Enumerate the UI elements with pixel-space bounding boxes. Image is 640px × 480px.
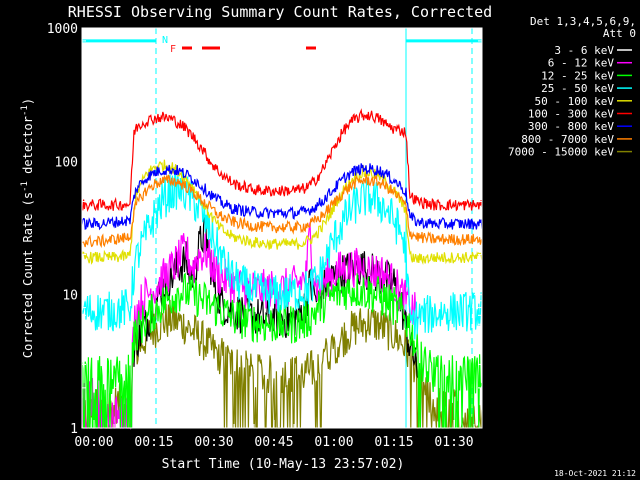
y-axis-label-exp1: -1: [20, 181, 30, 192]
flag-letters: NF: [162, 35, 176, 55]
legend: Det 1,3,4,5,6,9, Att 0: [530, 15, 636, 40]
legend-label: 25 - 50 keV: [541, 82, 614, 95]
x-tick-label: 01:00: [314, 435, 353, 450]
y-axis-label-mid: detector: [21, 116, 35, 181]
series-lines: [81, 108, 483, 430]
chart-title: RHESSI Observing Summary Count Rates, Co…: [68, 3, 492, 21]
legend-header-line-2: Att 0: [603, 27, 636, 40]
x-tick-label: 00:45: [254, 435, 293, 450]
legend-label: 3 - 6 keV: [554, 44, 614, 57]
legend-label: 6 - 12 keV: [548, 57, 615, 70]
series-line-25-50kev: [81, 168, 483, 340]
y-axis-label: Corrected Count Rate (s-1 detector-1): [20, 98, 35, 358]
flag-letter: F: [170, 44, 176, 55]
legend-label: 7000 - 15000 keV: [508, 146, 614, 159]
x-tick-label: 00:00: [74, 435, 113, 450]
legend-label: 12 - 25 keV: [541, 69, 614, 82]
y-axis-ticks: 1 10 100 1000: [47, 22, 482, 437]
legend-label: 50 - 100 keV: [535, 95, 615, 108]
y-tick-label: 1000: [47, 22, 78, 37]
y-axis-label-exp2: -1: [20, 105, 30, 116]
legend-label: 100 - 300 keV: [528, 108, 614, 121]
footer-timestamp: 18-Oct-2021 21:12: [554, 469, 636, 478]
flag-letter: N: [162, 35, 168, 46]
x-tick-label: 00:30: [194, 435, 233, 450]
series-line-12-25kev: [81, 272, 483, 429]
legend-header-line-1: Det 1,3,4,5,6,9,: [530, 15, 636, 28]
y-tick-label: 100: [55, 155, 78, 170]
y-tick-label: 10: [62, 289, 78, 304]
y-axis-label-end: ): [21, 98, 35, 105]
y-axis-label-main: Corrected Count Rate (s: [21, 192, 35, 358]
legend-label: 800 - 7000 keV: [521, 133, 614, 146]
series-line-800-7000kev: [81, 173, 483, 249]
x-axis-label: Start Time (10-May-13 23:57:02): [162, 457, 405, 472]
axes: [81, 27, 483, 429]
x-tick-label: 00:15: [134, 435, 173, 450]
flare-flag-bars: [82, 39, 482, 50]
y-tick-label: 1: [70, 422, 78, 437]
x-tick-label: 01:15: [374, 435, 413, 450]
x-tick-label: 01:30: [434, 435, 473, 450]
series-line-300-800kev: [81, 163, 483, 231]
series-line-100-300kev: [81, 108, 483, 213]
legend-label: 300 - 800 keV: [528, 120, 614, 133]
x-axis-ticks: 00:00 00:15 00:30 00:45 01:00 01:15 01:30: [74, 28, 475, 450]
